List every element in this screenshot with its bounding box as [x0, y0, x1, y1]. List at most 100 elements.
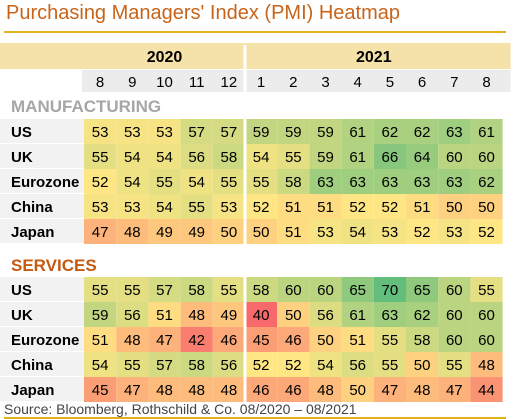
- cell-value: 53: [317, 224, 334, 241]
- cell-value: 55: [382, 357, 399, 374]
- heatmap-cell: [373, 352, 406, 377]
- heatmap-cell: [470, 327, 503, 352]
- heatmap-cell: [470, 352, 503, 377]
- year-label: 2021: [356, 49, 392, 66]
- cell-value: 58: [285, 174, 302, 191]
- chart-title: Purchasing Managers' Index (PMI) Heatmap: [6, 2, 400, 24]
- heatmap-cell: [438, 119, 471, 144]
- heatmap-cell: [406, 352, 439, 377]
- heatmap-cell: [212, 119, 245, 144]
- row-label: Eurozone: [11, 174, 79, 191]
- cell-value: 55: [92, 149, 109, 166]
- cell-value: 61: [349, 149, 366, 166]
- row-label: China: [11, 199, 53, 216]
- cell-value: 57: [156, 282, 173, 299]
- cell-value: 42: [188, 332, 205, 349]
- row-label-band: [0, 194, 84, 218]
- cell-value: 63: [317, 174, 334, 191]
- cell-value: 49: [156, 224, 173, 241]
- heatmap-cell: [116, 194, 149, 219]
- heatmap-cell: [212, 144, 245, 169]
- cell-value: 48: [478, 357, 495, 374]
- heatmap-cell: [341, 169, 374, 194]
- cell-value: 52: [478, 224, 495, 241]
- heatmap-cell: [277, 144, 310, 169]
- heatmap-cell: [245, 194, 278, 219]
- heatmap-cell: [438, 169, 471, 194]
- cell-value: 45: [92, 382, 109, 399]
- month-label: 8: [96, 74, 104, 91]
- cell-value: 56: [317, 307, 334, 324]
- heatmap-cell: [116, 327, 149, 352]
- heatmap-cell: [438, 219, 471, 244]
- cell-value: 52: [253, 199, 270, 216]
- heatmap-cell: [373, 169, 406, 194]
- row-label-band: [0, 352, 84, 376]
- cell-value: 54: [124, 149, 141, 166]
- heatmap-cell: [212, 169, 245, 194]
- row-label: China: [11, 357, 53, 374]
- cell-value: 50: [414, 357, 431, 374]
- cell-value: 40: [253, 307, 270, 324]
- cell-value: 54: [156, 149, 173, 166]
- heatmap-cell: [277, 194, 310, 219]
- heatmap-cell: [148, 352, 181, 377]
- cell-value: 51: [92, 332, 109, 349]
- source-note: Source: Bloomberg, Rothschild & Co. 08/2…: [4, 401, 357, 417]
- heatmap-cell: [116, 144, 149, 169]
- cell-value: 60: [446, 149, 463, 166]
- cell-value: 52: [253, 357, 270, 374]
- cell-value: 56: [188, 149, 205, 166]
- month-label: 8: [482, 74, 490, 91]
- cell-value: 48: [414, 382, 431, 399]
- heatmap-cell: [406, 119, 439, 144]
- heatmap-cell: [341, 377, 374, 402]
- heatmap-cell: [309, 169, 342, 194]
- heatmap-cell: [373, 277, 406, 302]
- row-label-band: [0, 219, 84, 243]
- cell-value: 51: [317, 199, 334, 216]
- cell-value: 59: [317, 149, 334, 166]
- heatmap-cell: [341, 194, 374, 219]
- cell-value: 52: [414, 224, 431, 241]
- heatmap-cell: [341, 144, 374, 169]
- heatmap-cell: [470, 377, 503, 402]
- cell-value: 47: [92, 224, 109, 241]
- cell-value: 55: [92, 282, 109, 299]
- month-label: 5: [386, 74, 394, 91]
- month-label: 9: [128, 74, 136, 91]
- heatmap-cell: [212, 352, 245, 377]
- cell-value: 61: [478, 124, 495, 141]
- cell-value: 54: [124, 174, 141, 191]
- heatmap-cell: [341, 219, 374, 244]
- heatmap-cell: [84, 144, 117, 169]
- cell-value: 50: [478, 199, 495, 216]
- heatmap-cell: [341, 119, 374, 144]
- row-label: UK: [11, 307, 33, 324]
- cell-value: 58: [221, 149, 238, 166]
- heatmap-cell: [277, 169, 310, 194]
- year-label: 2020: [147, 49, 183, 66]
- heatmap-cell: [180, 327, 213, 352]
- cell-value: 53: [92, 124, 109, 141]
- heatmap-cell: [406, 144, 439, 169]
- section-header: MANUFACTURING: [11, 97, 161, 116]
- heatmap-cell: [180, 194, 213, 219]
- heatmap-cell: [309, 327, 342, 352]
- cell-value: 55: [124, 357, 141, 374]
- cell-value: 63: [446, 124, 463, 141]
- cell-value: 47: [124, 382, 141, 399]
- cell-value: 54: [156, 199, 173, 216]
- cell-value: 50: [349, 382, 366, 399]
- heatmap-cell: [84, 169, 117, 194]
- heatmap-cell: [180, 169, 213, 194]
- cell-value: 47: [156, 332, 173, 349]
- cell-value: 61: [349, 307, 366, 324]
- cell-value: 57: [156, 357, 173, 374]
- heatmap-cell: [245, 277, 278, 302]
- row-label-band: [0, 119, 84, 143]
- cell-value: 55: [221, 282, 238, 299]
- row-label-band: [0, 144, 84, 168]
- heatmap-cell: [341, 277, 374, 302]
- heatmap-cell: [180, 277, 213, 302]
